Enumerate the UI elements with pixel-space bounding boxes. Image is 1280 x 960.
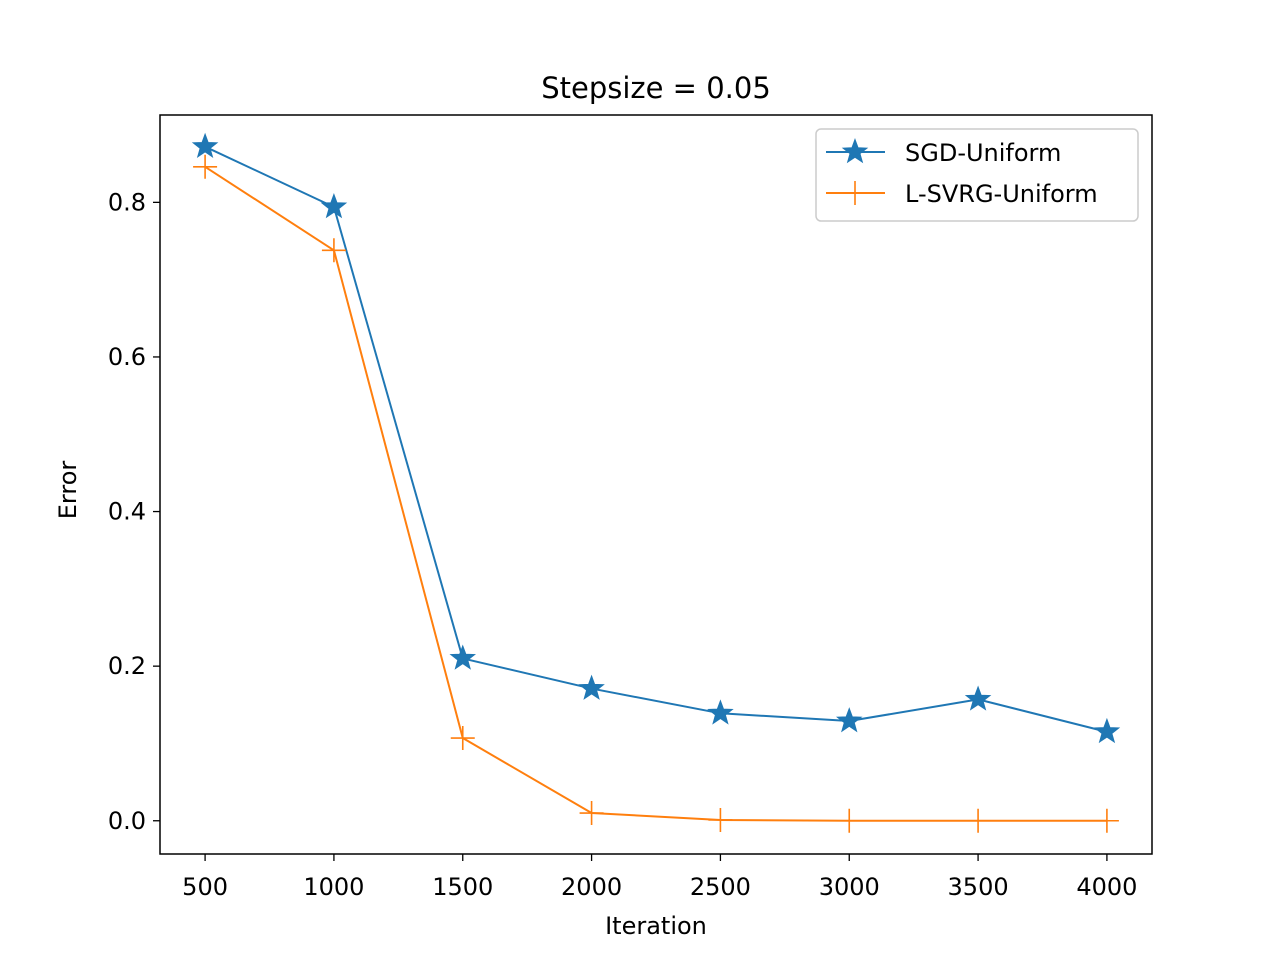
data-point-l-svrg-uniform [450,726,475,751]
data-point-l-svrg-uniform [966,808,991,833]
legend-entry-sgd-uniform: SGD-Uniform [826,138,1061,167]
y-axis-title: Error [54,461,82,520]
data-point-sgd-uniform [964,685,992,711]
x-axis: 500 1000 1500 2000 2500 3000 3500 4000 [182,854,1137,901]
legend-entries: SGD-Uniform L-SVRG-Uniform [826,138,1098,208]
legend-marker-l-svrg-uniform [843,181,867,205]
x-tick-label: 500 [182,873,228,901]
x-tick-label: 2500 [690,873,751,901]
data-point-l-svrg-uniform [579,801,604,826]
series-line-l-svrg-uniform [204,165,1107,822]
legend-box [815,128,1139,222]
legend-marker-sgd-uniform [841,138,869,164]
data-point-l-svrg-uniform [837,808,862,833]
data-point-l-svrg-uniform [321,238,346,263]
series-l-svrg-uniform [193,154,1119,833]
chart-title: Stepsize = 0.05 [541,71,771,105]
y-tick-label: 0.6 [108,343,146,371]
series-line-sgd-uniform [204,145,1108,733]
x-axis-title: Iteration [605,912,707,940]
data-point-sgd-uniform [191,132,219,158]
data-point-sgd-uniform [578,674,605,700]
x-tick-label: 2000 [561,873,622,901]
data-point-l-svrg-uniform [1094,808,1119,833]
series-sgd-uniform [191,132,1121,744]
series-layer [191,132,1121,833]
legend-label-l-svrg-uniform: L-SVRG-Uniform [905,180,1098,208]
x-tick-label: 3000 [819,873,880,901]
data-point-l-svrg-uniform [193,154,218,179]
plot-frame [159,114,1153,855]
y-tick-label: 0.0 [108,807,146,835]
data-point-sgd-uniform [320,193,348,219]
plot-area [160,115,1152,854]
x-tick-label: 3500 [948,873,1009,901]
data-point-sgd-uniform [835,707,863,733]
y-tick-label: 0.4 [108,498,146,526]
data-point-sgd-uniform [707,699,734,725]
data-point-l-svrg-uniform [708,807,733,832]
x-tick-label: 1000 [303,873,364,901]
y-tick-label: 0.8 [108,188,146,216]
legend-label-sgd-uniform: SGD-Uniform [905,139,1061,167]
y-axis: 0.0 0.2 0.4 0.6 0.8 [108,188,160,835]
legend-entry-l-svrg-uniform: L-SVRG-Uniform [826,180,1098,208]
x-tick-label: 1500 [432,873,493,901]
data-point-sgd-uniform [449,644,477,670]
data-point-sgd-uniform [1093,717,1121,744]
y-tick-label: 0.2 [108,652,146,680]
x-tick-label: 4000 [1076,873,1137,901]
legend: SGD-Uniform L-SVRG-Uniform [815,128,1139,222]
